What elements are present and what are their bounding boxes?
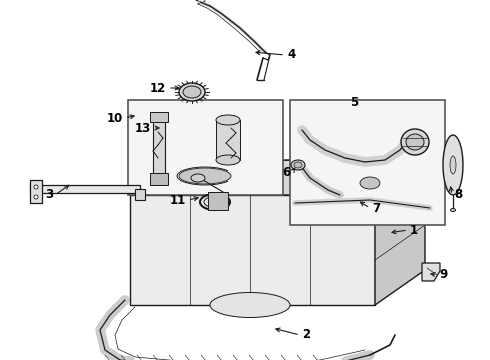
Text: 2: 2 bbox=[302, 328, 310, 342]
Polygon shape bbox=[443, 135, 463, 195]
Polygon shape bbox=[375, 160, 425, 305]
Text: 13: 13 bbox=[135, 122, 151, 135]
Polygon shape bbox=[30, 180, 42, 203]
Bar bbox=[290, 100, 445, 225]
Text: 5: 5 bbox=[350, 96, 358, 109]
Ellipse shape bbox=[291, 160, 305, 170]
Ellipse shape bbox=[34, 195, 38, 199]
Ellipse shape bbox=[360, 177, 380, 189]
Ellipse shape bbox=[354, 174, 386, 192]
Ellipse shape bbox=[216, 155, 240, 165]
Polygon shape bbox=[130, 195, 375, 305]
Bar bbox=[216, 120, 240, 160]
Ellipse shape bbox=[450, 208, 456, 211]
Polygon shape bbox=[135, 189, 145, 200]
Text: 11: 11 bbox=[170, 194, 186, 207]
Text: 4: 4 bbox=[287, 49, 295, 62]
Text: 1: 1 bbox=[410, 224, 418, 237]
Text: 7: 7 bbox=[372, 202, 380, 215]
Ellipse shape bbox=[294, 162, 302, 168]
Polygon shape bbox=[130, 160, 425, 195]
Text: 10: 10 bbox=[107, 112, 123, 125]
Bar bbox=[150, 112, 168, 122]
Ellipse shape bbox=[401, 129, 429, 155]
Text: 3: 3 bbox=[45, 189, 53, 202]
Ellipse shape bbox=[179, 168, 231, 184]
Ellipse shape bbox=[34, 185, 38, 189]
Bar bbox=[150, 173, 168, 185]
Ellipse shape bbox=[170, 165, 240, 187]
Text: 9: 9 bbox=[439, 269, 447, 282]
Ellipse shape bbox=[179, 83, 205, 101]
Bar bbox=[128, 100, 283, 195]
Ellipse shape bbox=[183, 86, 201, 98]
Ellipse shape bbox=[450, 156, 456, 174]
Bar bbox=[208, 192, 228, 210]
Ellipse shape bbox=[216, 115, 240, 125]
Text: 12: 12 bbox=[150, 81, 166, 94]
Ellipse shape bbox=[191, 174, 205, 182]
Text: 6: 6 bbox=[282, 166, 290, 179]
Text: 8: 8 bbox=[454, 189, 462, 202]
Bar bbox=[153, 120, 165, 175]
Polygon shape bbox=[30, 185, 140, 193]
Ellipse shape bbox=[406, 134, 424, 150]
Ellipse shape bbox=[210, 292, 290, 318]
Polygon shape bbox=[422, 263, 440, 281]
